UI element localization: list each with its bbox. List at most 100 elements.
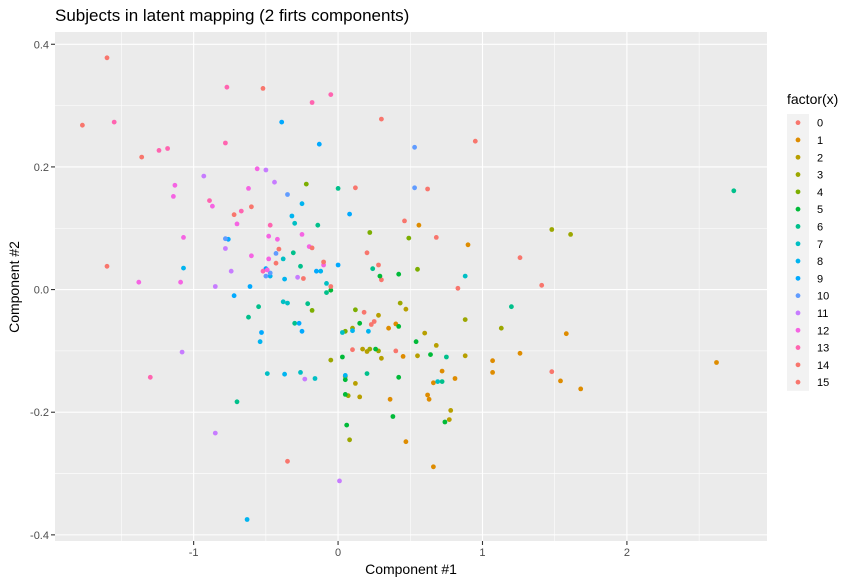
major-gridlines [55, 32, 767, 541]
legend-label: 11 [817, 308, 828, 320]
data-point [563, 331, 569, 337]
data-point [578, 386, 584, 392]
data-point [303, 181, 309, 187]
data-point [328, 92, 334, 97]
data-point [342, 373, 348, 378]
data-point [568, 232, 573, 237]
data-point [444, 354, 449, 360]
data-point [299, 328, 305, 334]
data-point [357, 394, 363, 400]
y-tick-label: -0.4 [30, 530, 49, 542]
data-point [393, 348, 399, 354]
data-point [335, 186, 341, 191]
data-point [328, 284, 334, 289]
data-point [264, 267, 270, 273]
data-point [539, 282, 545, 288]
x-tick-label: 2 [624, 547, 630, 559]
data-point [212, 430, 218, 436]
data-point [263, 273, 269, 279]
data-point [104, 263, 110, 269]
data-point [364, 371, 370, 376]
legend-key-dot [795, 224, 801, 229]
data-point [350, 328, 355, 334]
data-point [260, 268, 266, 274]
data-point [246, 186, 251, 191]
data-point [147, 374, 153, 380]
legend-label: 6 [817, 221, 823, 233]
data-point [302, 376, 308, 382]
data-point [266, 233, 272, 239]
data-point [403, 306, 409, 312]
data-point [433, 235, 439, 240]
data-point [238, 208, 244, 214]
data-point [415, 266, 420, 272]
legend-label: 13 [817, 343, 829, 355]
data-point [448, 408, 454, 413]
data-point [264, 371, 270, 376]
data-point [223, 246, 228, 251]
y-tick-label: -0.2 [30, 407, 49, 419]
data-point [396, 271, 402, 277]
data-point [244, 517, 250, 522]
legend-key-dot [795, 275, 801, 281]
legend-key-dot [795, 241, 801, 247]
y-axis: -0.4 -0.2 0.0 0.2 0.4 [30, 39, 55, 542]
data-point [425, 392, 430, 398]
data-point [314, 268, 319, 274]
data-point [431, 380, 436, 386]
data-point [257, 339, 263, 345]
data-point [353, 307, 358, 313]
legend-key-background [787, 114, 809, 391]
chart-title: Subjects in latent mapping (2 firts comp… [55, 6, 409, 25]
data-point [292, 320, 298, 326]
data-point [465, 242, 471, 248]
data-point [426, 396, 432, 402]
legend-key-dot [795, 120, 801, 126]
data-point [299, 232, 305, 237]
data-point [249, 204, 254, 210]
legend-label: 7 [817, 239, 823, 251]
data-point [279, 119, 285, 125]
legend-label: 3 [817, 170, 823, 182]
data-point [228, 268, 234, 274]
legend-key-dot [795, 327, 801, 333]
data-point [373, 346, 378, 352]
data-point [256, 304, 261, 310]
data-point [413, 339, 419, 345]
legend-label: 12 [817, 325, 829, 337]
data-point [439, 379, 445, 384]
data-point [171, 194, 176, 199]
data-point [462, 273, 468, 279]
legend-label: 8 [817, 256, 823, 268]
legend-key-dot [795, 258, 801, 264]
data-point [422, 330, 428, 336]
data-point [347, 211, 352, 217]
data-point [433, 343, 439, 348]
data-point [263, 167, 269, 173]
data-point [318, 268, 324, 274]
x-axis-label: Component #1 [365, 561, 457, 577]
data-point [305, 301, 311, 307]
data-point [246, 314, 251, 320]
data-point [276, 246, 282, 252]
x-axis: -1 0 1 2 [189, 541, 630, 559]
data-point [178, 279, 184, 285]
data-point [396, 324, 402, 329]
data-point [309, 308, 315, 313]
data-point [316, 141, 322, 147]
data-point [298, 263, 303, 269]
data-point [509, 304, 514, 310]
data-point [377, 273, 383, 279]
data-point [280, 299, 286, 305]
y-tick-label: 0.4 [34, 39, 49, 51]
data-point [285, 192, 290, 197]
data-point [490, 370, 495, 375]
data-point [282, 276, 287, 282]
data-point [340, 354, 345, 360]
data-point [386, 325, 391, 331]
data-point [371, 319, 377, 324]
data-point [442, 419, 448, 425]
data-point [379, 277, 384, 283]
